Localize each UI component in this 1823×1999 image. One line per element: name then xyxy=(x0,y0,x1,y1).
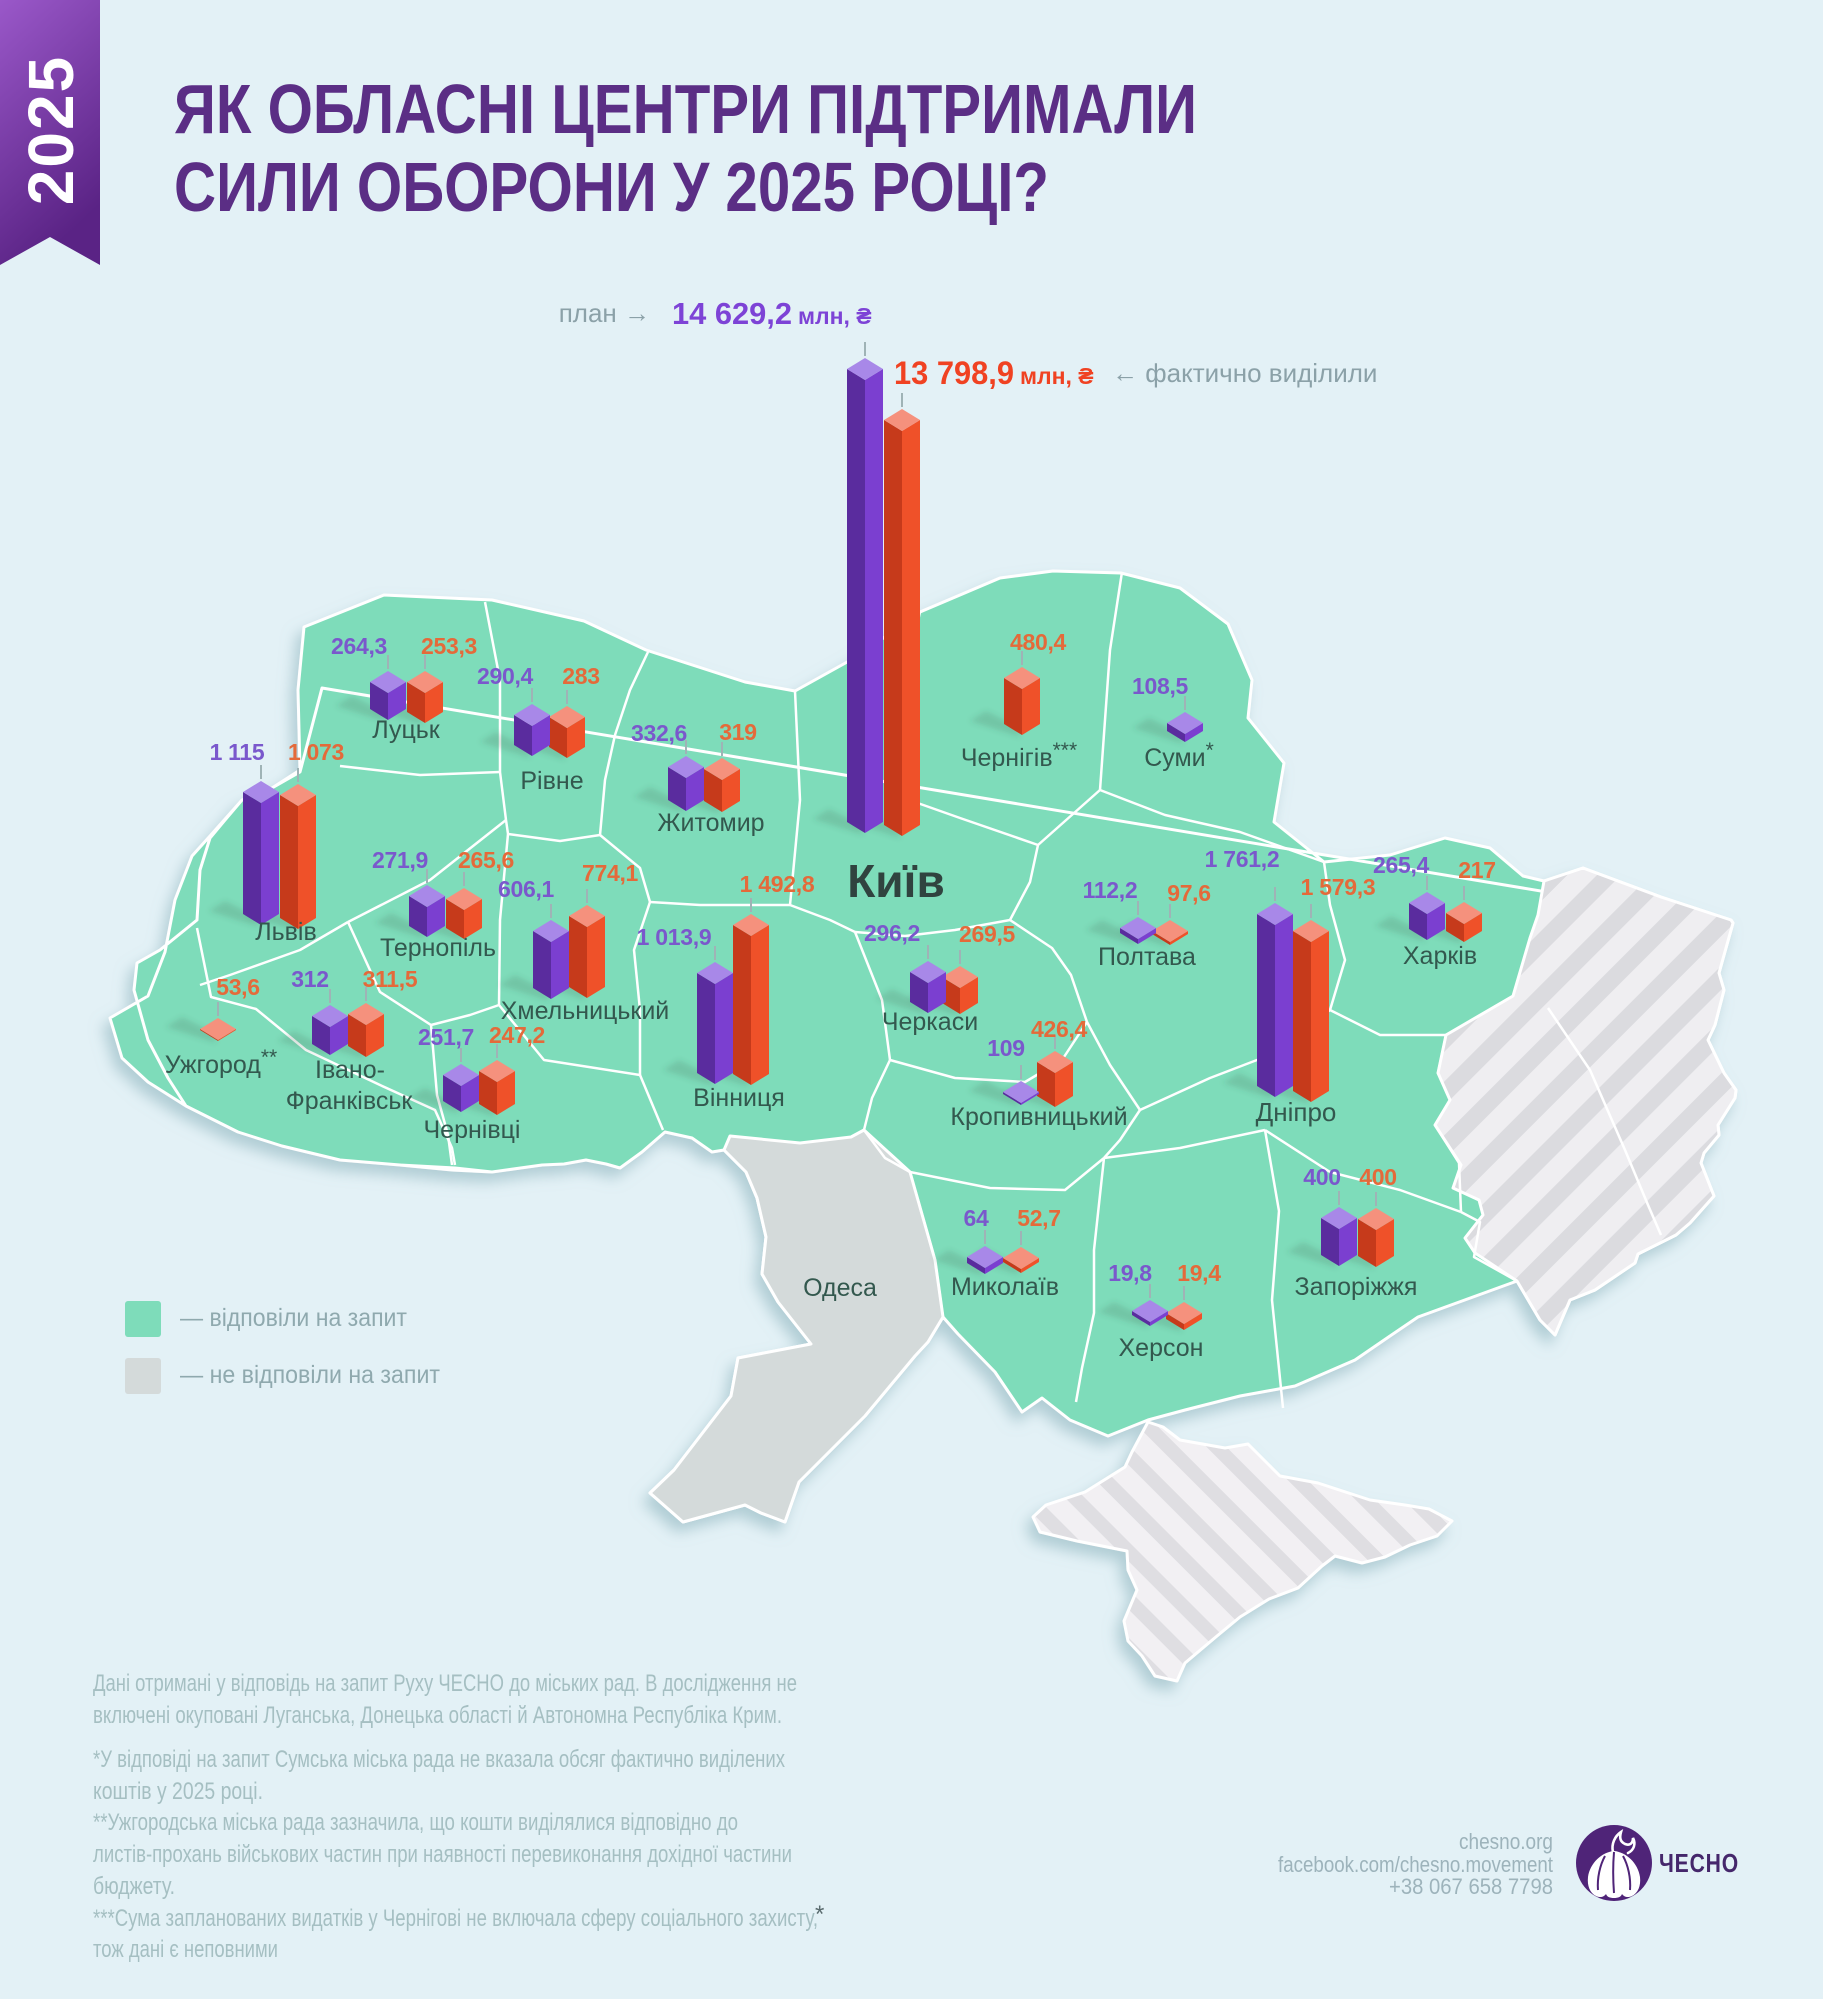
svg-text:facebook.com/chesno.movement: facebook.com/chesno.movement xyxy=(1278,1852,1553,1877)
svg-text:млн, ₴: млн, ₴ xyxy=(1020,363,1094,389)
svg-text:Чернівці: Чернівці xyxy=(424,1116,521,1144)
svg-text:19,4: 19,4 xyxy=(1177,1260,1221,1286)
svg-text:14 629,2: 14 629,2 xyxy=(672,296,792,331)
svg-text:271,9: 271,9 xyxy=(372,847,428,873)
svg-text:Житомир: Житомир xyxy=(657,809,764,837)
svg-text:листів-прохань військових част: листів-прохань військових частин при ная… xyxy=(93,1841,792,1868)
svg-text:Херсон: Херсон xyxy=(1119,1334,1204,1362)
svg-text:млн, ₴: млн, ₴ xyxy=(798,303,872,329)
svg-text:1 013,9: 1 013,9 xyxy=(637,924,712,950)
svg-text:480,4: 480,4 xyxy=(1010,629,1067,655)
svg-text:Полтава: Полтава xyxy=(1098,943,1196,971)
svg-text:265,6: 265,6 xyxy=(458,847,514,873)
svg-text:332,6: 332,6 xyxy=(631,720,687,746)
svg-text:109: 109 xyxy=(987,1035,1024,1061)
svg-text:включені окуповані Луганська,: включені окуповані Луганська, Донецька о… xyxy=(93,1702,782,1729)
svg-text:290,4: 290,4 xyxy=(477,663,534,689)
svg-text:19,8: 19,8 xyxy=(1108,1260,1152,1286)
svg-text:— не відповіли на запит: — не відповіли на запит xyxy=(180,1361,441,1389)
svg-text:283: 283 xyxy=(562,663,599,689)
svg-text:бюджету.: бюджету. xyxy=(93,1873,175,1900)
svg-text:ЧЕСНО: ЧЕСНО xyxy=(1659,1848,1739,1878)
svg-text:264,3: 264,3 xyxy=(331,633,387,659)
svg-text:***Сума запланованих видатків: ***Сума запланованих видатків у Чернігов… xyxy=(93,1905,818,1932)
svg-text:1 492,8: 1 492,8 xyxy=(740,871,815,897)
svg-text:247,2: 247,2 xyxy=(489,1022,545,1048)
svg-text:217: 217 xyxy=(1458,857,1495,883)
svg-text:*: * xyxy=(815,1901,824,1928)
svg-text:312: 312 xyxy=(291,966,328,992)
svg-text:1 073: 1 073 xyxy=(288,739,344,765)
svg-text:Київ: Київ xyxy=(847,855,945,907)
svg-text:53,6: 53,6 xyxy=(216,974,260,1000)
svg-text:Суми*: Суми* xyxy=(1144,739,1214,772)
svg-text:Ужгород**: Ужгород** xyxy=(165,1046,277,1079)
svg-text:Кропивницький: Кропивницький xyxy=(950,1103,1127,1131)
svg-text:311,5: 311,5 xyxy=(363,966,418,992)
svg-text:ЯК ОБЛАСНІ ЦЕНТРИ ПІДТРИМАЛИ: ЯК ОБЛАСНІ ЦЕНТРИ ПІДТРИМАЛИ xyxy=(174,70,1197,148)
svg-text:Рівне: Рівне xyxy=(520,767,583,795)
svg-text:Миколаїв: Миколаїв xyxy=(951,1273,1059,1301)
svg-text:1 761,2: 1 761,2 xyxy=(1205,846,1280,872)
svg-text:64: 64 xyxy=(964,1205,989,1231)
svg-text:112,2: 112,2 xyxy=(1083,877,1138,903)
svg-text:Тернопіль: Тернопіль xyxy=(380,934,496,962)
svg-text:97,6: 97,6 xyxy=(1167,880,1211,906)
svg-text:Франківськ: Франківськ xyxy=(286,1087,414,1115)
svg-text:Харків: Харків xyxy=(1403,942,1477,970)
svg-text:+38 067 658 7798: +38 067 658 7798 xyxy=(1389,1874,1553,1899)
svg-text:251,7: 251,7 xyxy=(418,1024,474,1050)
svg-text:**Ужгородська міська рада зазн: **Ужгородська міська рада зазначила, що … xyxy=(93,1809,738,1836)
svg-text:1 579,3: 1 579,3 xyxy=(1301,874,1376,900)
svg-text:Одеса: Одеса xyxy=(803,1274,877,1302)
svg-text:— відповіли на запит: — відповіли на запит xyxy=(180,1304,408,1332)
svg-text:400: 400 xyxy=(1303,1164,1340,1190)
svg-text:← фактично виділили: ← фактично виділили xyxy=(1112,358,1377,388)
svg-text:774,1: 774,1 xyxy=(582,860,639,886)
svg-text:108,5: 108,5 xyxy=(1132,673,1189,699)
svg-text:606,1: 606,1 xyxy=(498,876,555,902)
svg-text:265,4: 265,4 xyxy=(1373,852,1430,878)
svg-text:Луцьк: Луцьк xyxy=(372,716,441,744)
svg-text:Хмельницький: Хмельницький xyxy=(501,997,670,1025)
svg-text:1 115: 1 115 xyxy=(210,739,265,765)
svg-text:13 798,9: 13 798,9 xyxy=(894,355,1014,391)
svg-text:400: 400 xyxy=(1359,1164,1396,1190)
svg-text:269,5: 269,5 xyxy=(959,921,1016,947)
svg-text:Запоріжжя: Запоріжжя xyxy=(1295,1273,1418,1301)
svg-text:план →: план → xyxy=(559,298,650,328)
svg-text:СИЛИ ОБОРОНИ У 2025 РОЦІ?: СИЛИ ОБОРОНИ У 2025 РОЦІ? xyxy=(174,148,1049,226)
svg-text:2025: 2025 xyxy=(15,55,87,205)
svg-text:253,3: 253,3 xyxy=(421,633,477,659)
svg-text:Львів: Львів xyxy=(255,918,317,946)
svg-text:52,7: 52,7 xyxy=(1017,1205,1061,1231)
svg-text:319: 319 xyxy=(719,719,756,745)
svg-text:296,2: 296,2 xyxy=(864,920,920,946)
svg-text:Дані отримані у відповідь на з: Дані отримані у відповідь на запит Руху … xyxy=(93,1670,797,1697)
svg-text:chesno.org: chesno.org xyxy=(1459,1829,1553,1854)
svg-text:*У відповіді на запит Сумська: *У відповіді на запит Сумська міська рад… xyxy=(93,1746,785,1773)
svg-text:тож дані є неповними: тож дані є неповними xyxy=(93,1936,278,1963)
svg-text:Дніпро: Дніпро xyxy=(1256,1097,1337,1127)
svg-text:Івано-: Івано- xyxy=(315,1056,385,1084)
svg-text:Вінниця: Вінниця xyxy=(693,1084,785,1112)
svg-text:коштів у 2025 році.: коштів у 2025 році. xyxy=(93,1778,263,1805)
svg-text:426,4: 426,4 xyxy=(1031,1016,1088,1042)
svg-text:Черкаси: Черкаси xyxy=(882,1008,978,1036)
